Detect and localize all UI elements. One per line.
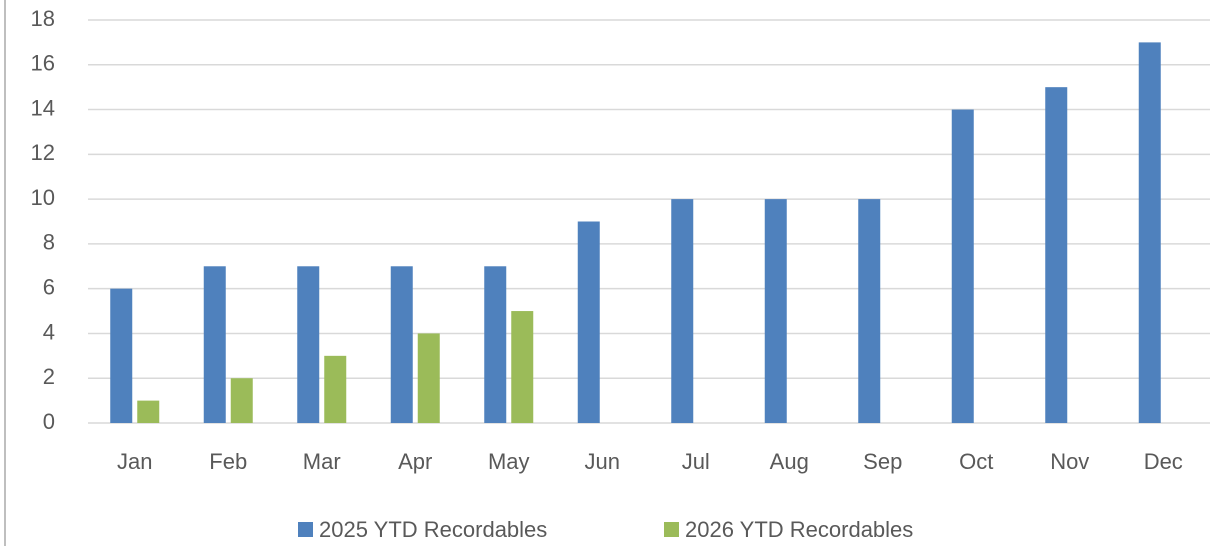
y-tick-label: 6 bbox=[43, 274, 55, 299]
bar bbox=[203, 266, 226, 423]
y-tick-label: 16 bbox=[31, 51, 55, 76]
y-tick-label: 10 bbox=[31, 185, 55, 210]
y-tick-label: 8 bbox=[43, 230, 55, 255]
y-tick-label: 2 bbox=[43, 364, 55, 389]
bar bbox=[137, 400, 160, 423]
bar bbox=[951, 109, 974, 424]
bar bbox=[671, 199, 694, 423]
legend-swatch bbox=[298, 522, 313, 537]
bar bbox=[484, 266, 507, 423]
bar bbox=[858, 199, 881, 423]
bar bbox=[417, 333, 440, 423]
y-tick-label: 0 bbox=[43, 409, 55, 434]
y-tick-label: 4 bbox=[43, 319, 55, 344]
bar bbox=[110, 288, 133, 423]
bar bbox=[1045, 87, 1068, 424]
bar bbox=[390, 266, 413, 423]
legend-label: 2026 YTD Recordables bbox=[685, 517, 913, 542]
bar bbox=[511, 311, 534, 423]
bar bbox=[324, 355, 347, 423]
x-tick-label: Jan bbox=[117, 449, 152, 474]
x-tick-label: Feb bbox=[209, 449, 247, 474]
bar bbox=[230, 378, 253, 423]
x-tick-label: Sep bbox=[863, 449, 902, 474]
bar bbox=[764, 199, 787, 423]
x-tick-label: Mar bbox=[303, 449, 341, 474]
x-tick-label: Oct bbox=[959, 449, 993, 474]
x-tick-label: Jun bbox=[585, 449, 620, 474]
x-tick-label: May bbox=[488, 449, 530, 474]
y-tick-label: 18 bbox=[31, 6, 55, 31]
y-tick-label: 14 bbox=[31, 95, 55, 120]
y-tick-label: 12 bbox=[31, 140, 55, 165]
x-tick-label: Aug bbox=[770, 449, 809, 474]
bar bbox=[1138, 42, 1161, 424]
bar bbox=[297, 266, 320, 423]
x-tick-label: Dec bbox=[1144, 449, 1183, 474]
x-tick-label: Jul bbox=[682, 449, 710, 474]
legend-swatch bbox=[664, 522, 679, 537]
x-tick-label: Nov bbox=[1050, 449, 1089, 474]
x-tick-label: Apr bbox=[398, 449, 432, 474]
legend-label: 2025 YTD Recordables bbox=[319, 517, 547, 542]
bar bbox=[577, 221, 600, 423]
